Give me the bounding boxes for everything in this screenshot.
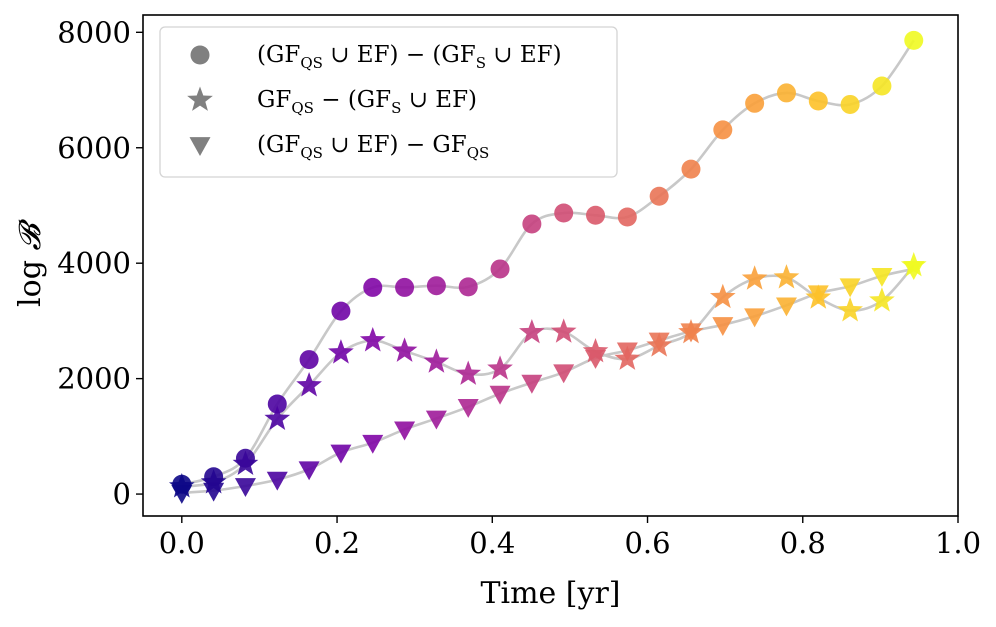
x-tick-label: 0.6 <box>624 526 670 560</box>
data-point-circle <box>745 93 765 113</box>
legend-marker-shape-circle <box>190 45 210 65</box>
x-tick-label: 0.8 <box>780 526 826 560</box>
legend-entry-triangle: (GFQS ∪ EF) − GFQS <box>257 132 489 162</box>
data-point-star <box>391 337 418 362</box>
data-point-triangle <box>234 478 256 498</box>
legend-entry-star: GFQS − (GFS ∪ EF) <box>257 87 477 117</box>
data-point-star <box>519 318 545 344</box>
data-point-circle <box>299 350 319 370</box>
data-point-star <box>264 405 291 430</box>
data-point-star <box>773 264 800 289</box>
legend-entry-circle: (GFQS ∪ EF) − (GFS ∪ EF) <box>257 42 562 72</box>
data-point-triangle <box>298 461 320 481</box>
data-point-circle <box>267 394 287 414</box>
y-axis-label-symbol: 𝓑 <box>13 219 48 251</box>
legend-box <box>159 26 618 178</box>
data-point-triangle <box>266 471 288 491</box>
data-point-circle <box>904 30 924 50</box>
data-point-star <box>455 360 482 385</box>
y-tick-label: 6000 <box>57 131 131 165</box>
data-point-triangle <box>521 374 543 394</box>
x-tick-label: 0.4 <box>469 526 515 560</box>
data-point-triangle <box>807 285 829 305</box>
data-point-circle <box>363 277 383 297</box>
data-point-triangle <box>744 308 766 328</box>
data-point-circle <box>458 277 478 297</box>
data-point-triangle <box>839 278 861 298</box>
legend-marker-shape-star <box>187 86 213 111</box>
legend: (GFQS ∪ EF) − (GFS ∪ EF) GFQS − (GFS ∪ E… <box>159 26 618 178</box>
data-point-circle <box>522 214 542 234</box>
data-point-triangle <box>171 485 193 504</box>
data-point-triangle <box>425 410 447 430</box>
data-point-star <box>869 287 895 312</box>
data-point-triangle <box>712 317 734 336</box>
data-point-circle <box>840 94 860 114</box>
y-axis-label-prefix: log <box>13 251 48 307</box>
data-point-circle <box>872 76 892 96</box>
data-point-circle <box>395 277 415 297</box>
y-tick-label: 8000 <box>57 15 131 49</box>
data-point-star <box>487 355 513 380</box>
data-point-star <box>296 372 322 397</box>
data-point-star <box>423 348 450 373</box>
data-point-circle <box>586 205 606 225</box>
data-point-triangle <box>553 364 575 384</box>
legend-marker-triangle <box>189 137 211 157</box>
data-point-circle <box>808 91 828 111</box>
y-tick-label: 0 <box>113 477 131 511</box>
x-axis-label: Time [yr] <box>480 576 620 611</box>
data-point-triangle <box>585 349 607 369</box>
data-point-triangle <box>362 434 384 454</box>
data-point-star <box>550 318 577 343</box>
data-point-star <box>837 297 863 322</box>
data-point-triangle <box>394 421 416 441</box>
data-point-triangle <box>648 332 670 352</box>
data-point-star <box>328 339 354 364</box>
data-points <box>168 30 927 504</box>
plot-frame <box>142 14 959 517</box>
data-point-triangle <box>457 399 479 418</box>
data-point-circle <box>331 301 351 321</box>
data-point-circle <box>490 259 510 279</box>
data-point-circle <box>776 83 796 103</box>
legend-marker-circle <box>190 45 210 65</box>
axis-ticks: 0.0 0.2 0.4 0.6 0.8 1.0 0 2000 4000 6000 8000 <box>57 15 981 560</box>
trend-line-triangle <box>181 267 915 495</box>
data-point-triangle <box>871 268 893 287</box>
x-tick-label: 0.2 <box>314 526 360 560</box>
data-point-triangle <box>775 297 797 317</box>
data-point-triangle <box>203 482 225 502</box>
data-point-triangle <box>680 323 702 343</box>
legend-marker-star <box>187 86 213 111</box>
data-point-circle <box>649 186 669 206</box>
data-point-star <box>741 265 768 290</box>
data-point-circle <box>713 120 733 140</box>
data-point-star <box>709 283 736 309</box>
x-tick-label: 1.0 <box>935 526 981 560</box>
data-point-triangle <box>903 261 925 280</box>
legend-marker-shape-triangle <box>189 137 211 157</box>
y-axis-label: log 𝓑 <box>13 219 48 307</box>
data-point-circle <box>554 203 574 223</box>
data-point-star <box>200 469 227 494</box>
data-point-circle <box>617 207 637 227</box>
data-point-triangle <box>616 342 638 362</box>
y-tick-label: 4000 <box>57 246 131 280</box>
data-point-triangle <box>489 385 511 405</box>
data-point-circle <box>681 159 701 179</box>
data-point-star <box>359 327 386 352</box>
y-tick-label: 2000 <box>57 362 131 396</box>
x-tick-label: 0.0 <box>159 526 205 560</box>
data-point-star <box>232 450 259 475</box>
data-point-triangle <box>330 444 352 464</box>
data-point-circle <box>426 276 446 296</box>
